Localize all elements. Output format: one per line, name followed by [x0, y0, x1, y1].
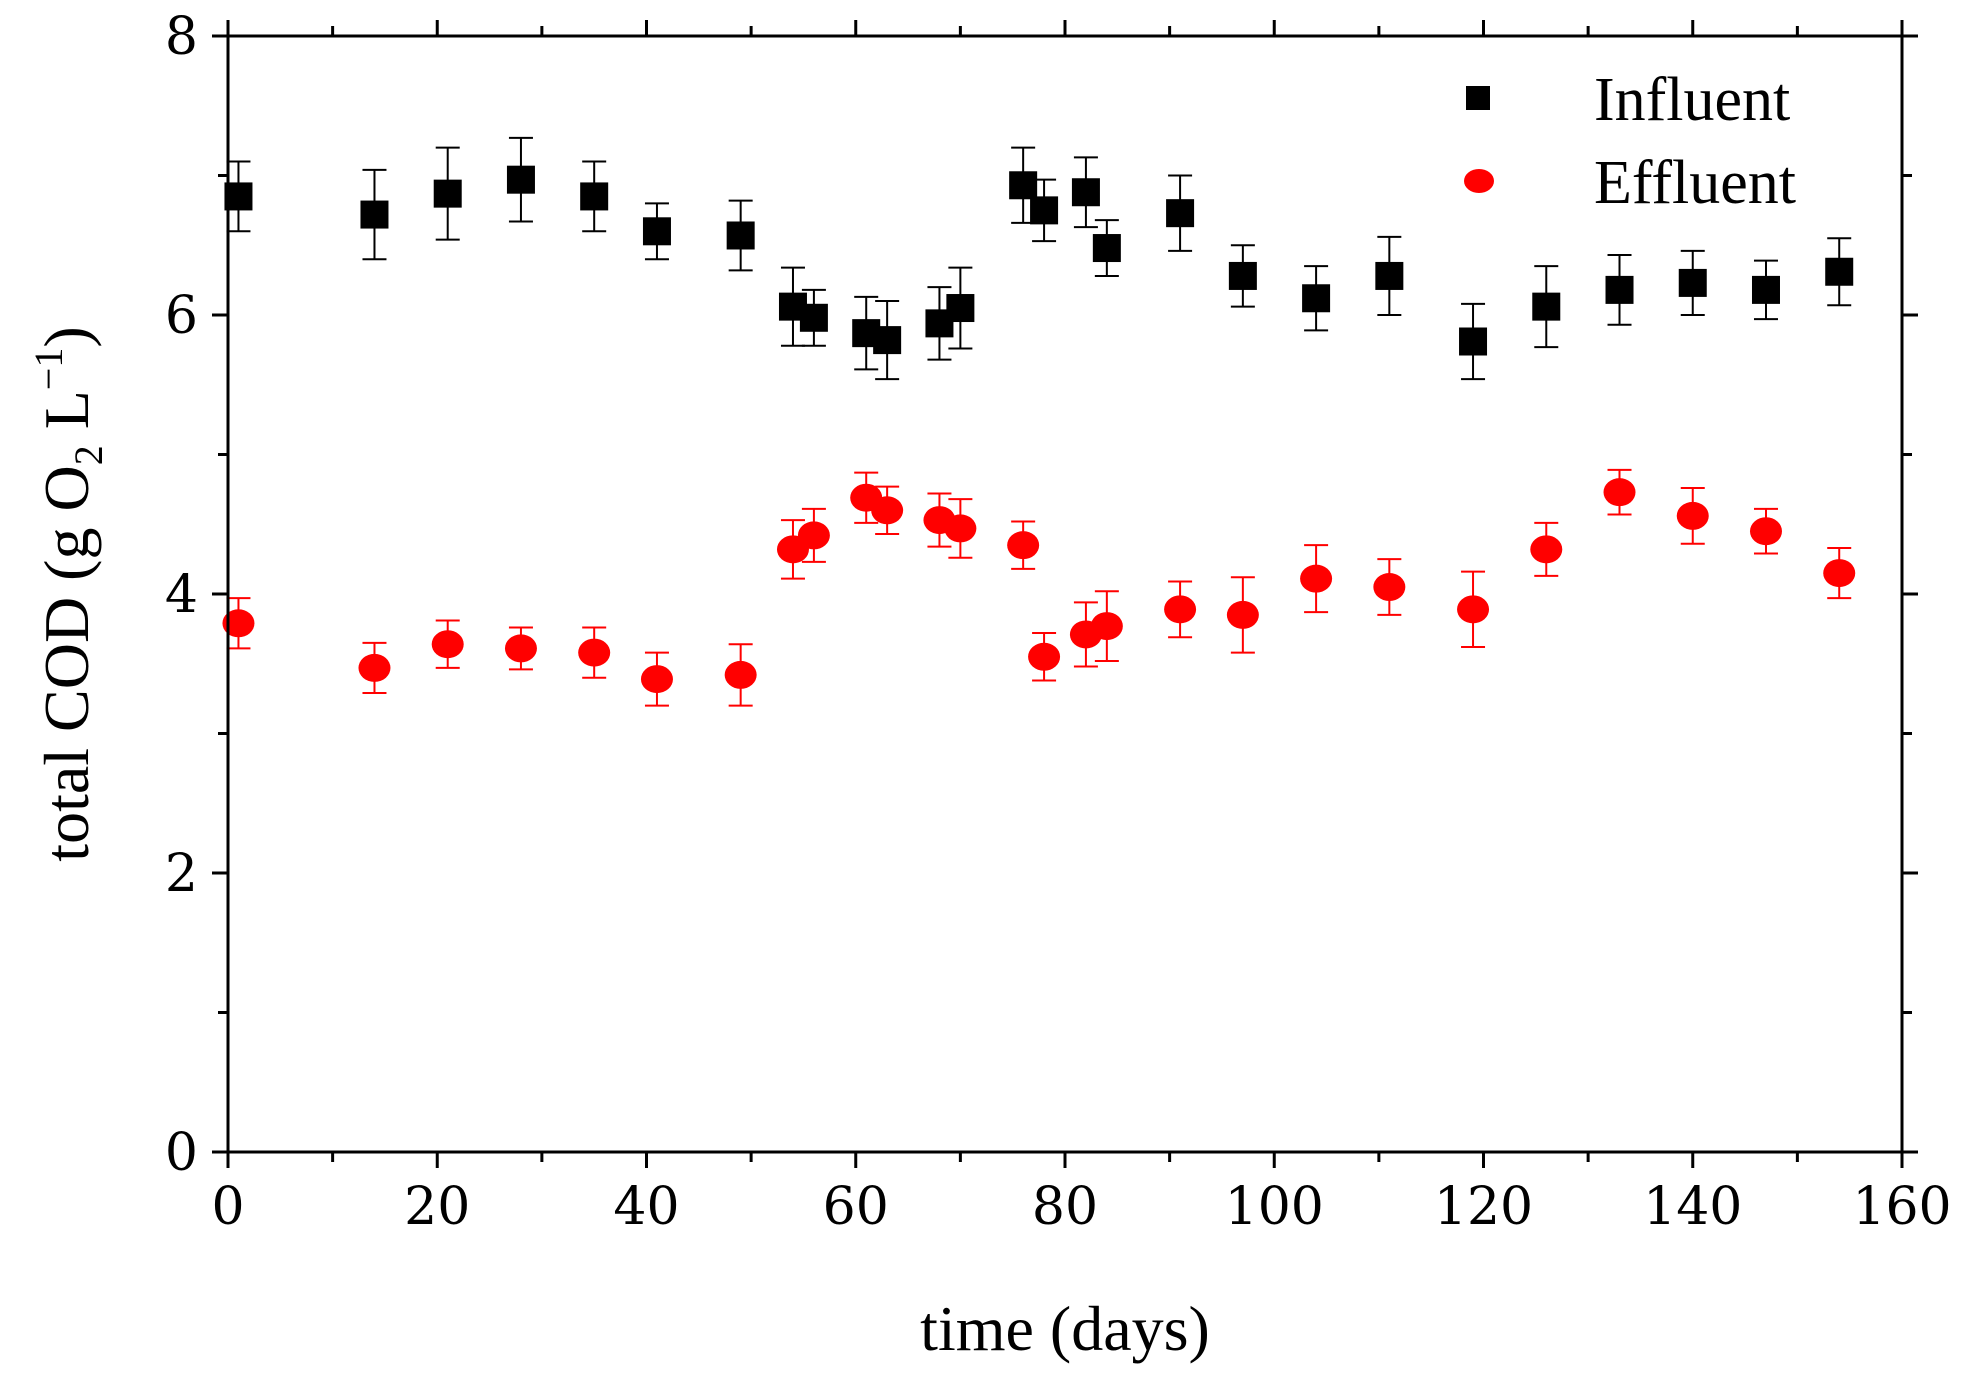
- influent-point: [1532, 292, 1561, 321]
- effluent-point: [1676, 501, 1709, 530]
- effluent-point: [1530, 535, 1563, 564]
- x-tick-label: 80: [1032, 1177, 1098, 1237]
- influent-point: [1825, 257, 1854, 286]
- effluent-point: [724, 660, 757, 689]
- influent-point: [1459, 327, 1488, 356]
- minor-ticks: [218, 26, 1912, 1162]
- x-tick-label: 100: [1225, 1177, 1324, 1237]
- influent-point: [873, 326, 902, 355]
- y-axis-title-unit: L: [31, 390, 102, 445]
- influent-point: [799, 303, 828, 332]
- influent-point: [360, 200, 389, 229]
- influent-point: [726, 221, 755, 250]
- effluent-point: [431, 630, 464, 659]
- plot-frame: [226, 34, 1904, 1154]
- effluent-point: [1164, 595, 1197, 624]
- effluent-point: [222, 609, 255, 638]
- effluent-point: [1300, 564, 1333, 593]
- y-axis-title: total COD (g O2 L−1): [26, 326, 111, 861]
- y-tick-label: 6: [165, 286, 198, 346]
- effluent-point: [1090, 612, 1123, 641]
- influent-point: [1678, 268, 1707, 297]
- effluent-point: [871, 496, 904, 525]
- major-ticks: [212, 20, 1918, 1168]
- effluent-point: [797, 521, 830, 550]
- effluent-point: [1749, 517, 1782, 546]
- y-axis-title-main: total COD (g O: [31, 465, 102, 861]
- influent-point: [1228, 261, 1257, 290]
- effluent-point: [944, 514, 977, 543]
- x-axis-title: time (days): [920, 1293, 1210, 1364]
- x-tick-labels: 0 20 40 60 80 100 120 140 160: [211, 1177, 1951, 1237]
- y-tick-labels: 0 2 4 6 8: [165, 7, 198, 1183]
- legend-label-influent: Influent: [1594, 66, 1790, 134]
- effluent-point: [1007, 531, 1040, 560]
- influent-point: [506, 165, 535, 194]
- y-axis-title-close: ): [31, 326, 102, 347]
- x-tick-label: 120: [1434, 1177, 1533, 1237]
- influent-point: [1751, 275, 1780, 304]
- influent-point: [1030, 196, 1059, 225]
- y-tick-label: 4: [165, 565, 198, 625]
- influent-point: [1375, 261, 1404, 290]
- effluent-point: [1603, 478, 1636, 507]
- influent-point: [1605, 275, 1634, 304]
- x-tick-label: 60: [823, 1177, 889, 1237]
- influent-point: [1166, 199, 1195, 228]
- effluent-point: [1457, 595, 1490, 624]
- x-tick-label: 160: [1852, 1177, 1951, 1237]
- y-tick-label: 2: [165, 844, 198, 904]
- influent-point: [433, 179, 462, 208]
- effluent-point: [640, 665, 673, 694]
- y-axis-title-sup: −1: [26, 348, 71, 391]
- effluent-point: [504, 634, 537, 663]
- legend: Influent Effluent: [1464, 66, 1796, 217]
- effluent-point: [1823, 559, 1856, 588]
- influent-point: [1071, 178, 1100, 207]
- y-tick-label: 0: [165, 1123, 198, 1183]
- effluent-point: [358, 653, 391, 682]
- x-tick-label: 20: [404, 1177, 470, 1237]
- effluent-point: [578, 638, 611, 667]
- series-effluent: [222, 468, 1856, 707]
- effluent-point: [1028, 642, 1061, 671]
- influent-point: [1092, 234, 1121, 263]
- effluent-point: [1373, 573, 1406, 602]
- influent-point: [642, 217, 671, 246]
- y-tick-label: 8: [165, 7, 198, 67]
- influent-point: [1009, 171, 1038, 200]
- influent-point: [580, 182, 609, 211]
- influent-point: [946, 294, 975, 323]
- legend-label-effluent: Effluent: [1594, 149, 1796, 217]
- legend-marker-influent: [1466, 86, 1490, 110]
- x-tick-label: 0: [211, 1177, 244, 1237]
- legend-marker-effluent: [1464, 169, 1494, 193]
- x-tick-label: 40: [613, 1177, 679, 1237]
- influent-point: [1302, 284, 1331, 313]
- effluent-point: [1226, 600, 1259, 629]
- y-axis-title-sub: 2: [66, 445, 111, 465]
- x-tick-label: 140: [1643, 1177, 1742, 1237]
- series-influent: [224, 136, 1854, 381]
